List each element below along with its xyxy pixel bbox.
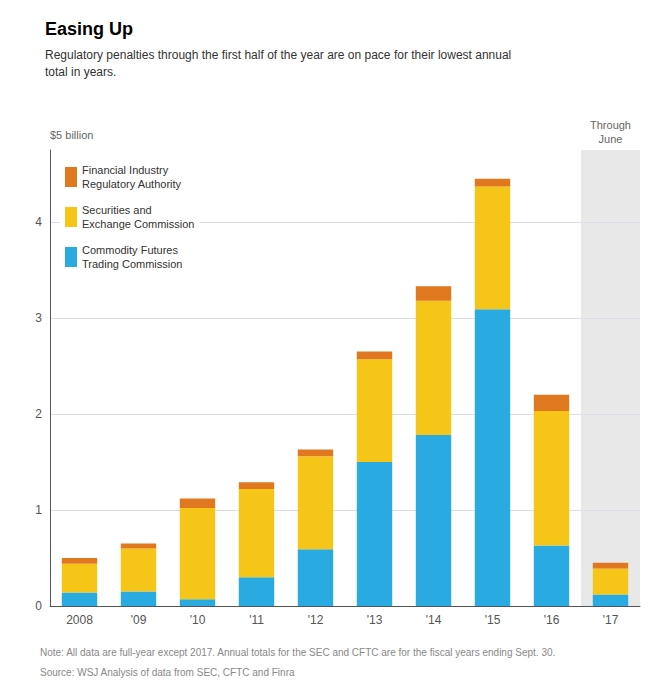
svg-text:3: 3 [35, 311, 42, 325]
svg-text:'10: '10 [190, 613, 206, 627]
svg-text:Regulatory Authority: Regulatory Authority [82, 178, 182, 190]
svg-text:$5 billion: $5 billion [50, 129, 93, 141]
svg-text:'16: '16 [544, 613, 560, 627]
svg-text:Securities and: Securities and [82, 204, 152, 216]
svg-text:'17: '17 [603, 613, 619, 627]
svg-text:Exchange Commission: Exchange Commission [82, 218, 195, 230]
svg-text:Trading Commission: Trading Commission [82, 258, 182, 270]
svg-text:Source: WSJ Analysis of data f: Source: WSJ Analysis of data from SEC, C… [40, 667, 295, 678]
svg-text:'14: '14 [426, 613, 442, 627]
svg-text:'12: '12 [308, 613, 324, 627]
svg-text:total in years.: total in years. [45, 65, 116, 79]
svg-text:June: June [599, 133, 623, 145]
svg-text:2: 2 [35, 407, 42, 421]
svg-text:Easing Up: Easing Up [45, 19, 133, 39]
svg-text:Financial Industry: Financial Industry [82, 164, 169, 176]
svg-text:'15: '15 [485, 613, 501, 627]
svg-text:Through: Through [590, 119, 631, 131]
svg-text:'09: '09 [131, 613, 147, 627]
svg-text:Commodity Futures: Commodity Futures [82, 244, 178, 256]
svg-text:2008: 2008 [66, 613, 93, 627]
svg-text:0: 0 [35, 599, 42, 613]
svg-text:'13: '13 [367, 613, 383, 627]
svg-text:Regulatory penalties through t: Regulatory penalties through the first h… [45, 48, 511, 62]
svg-text:4: 4 [35, 215, 42, 229]
svg-text:Note: All data are full-year e: Note: All data are full-year except 2017… [40, 647, 555, 658]
svg-text:'11: '11 [249, 613, 264, 627]
svg-text:1: 1 [35, 503, 42, 517]
